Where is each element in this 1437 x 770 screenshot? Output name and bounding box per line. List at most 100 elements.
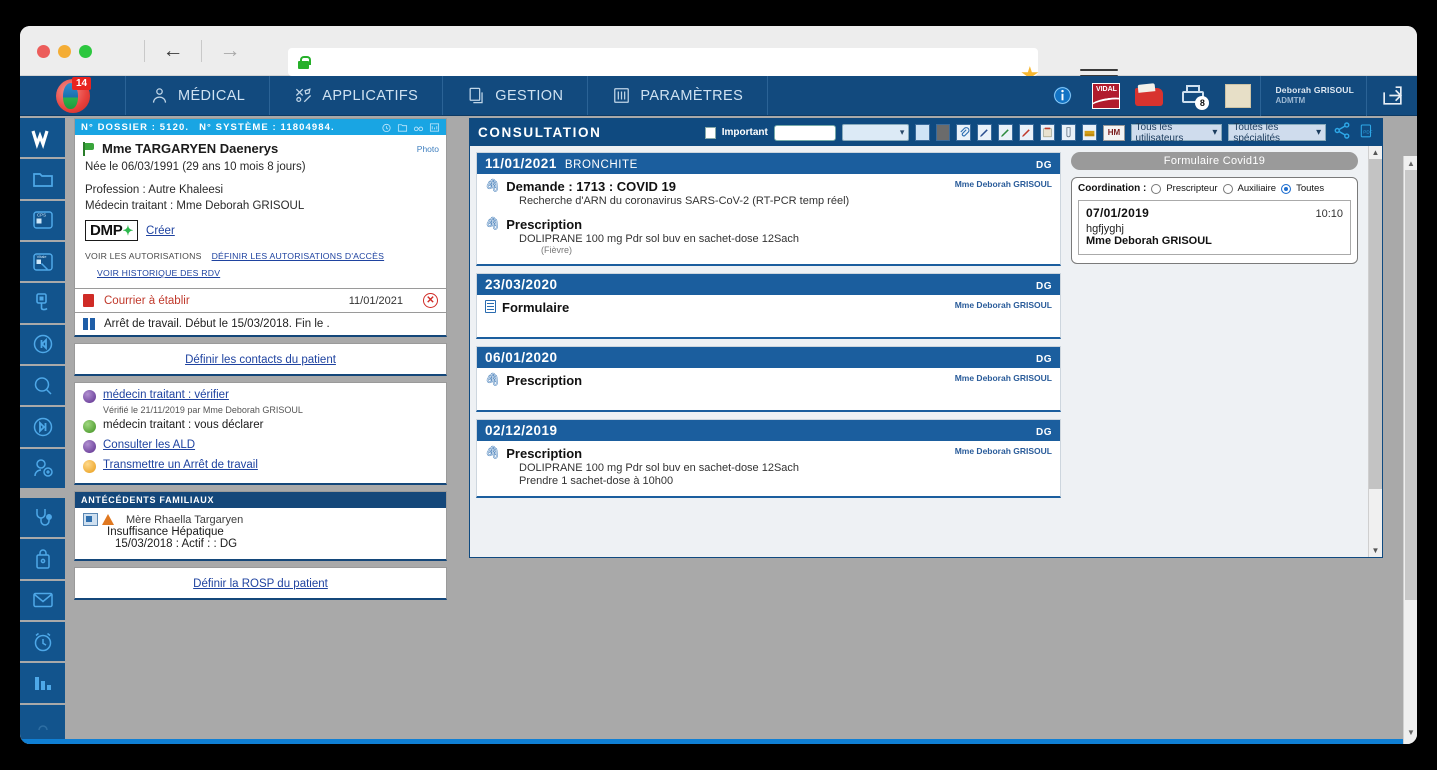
beige-document-icon[interactable]: [1216, 76, 1260, 116]
hm-button[interactable]: HM: [1103, 124, 1125, 141]
sidebar-item-search[interactable]: [20, 365, 65, 406]
rdv-history-row: VOIR HISTORIQUE DES RDV: [75, 262, 446, 288]
define-rosp-link[interactable]: Définir la ROSP du patient: [193, 578, 328, 590]
forward-arrow-icon[interactable]: →: [219, 39, 241, 62]
form-note[interactable]: 07/01/2019 10:10 hgfjyghj Mme Deborah GR…: [1078, 200, 1351, 255]
app-topbar: 14 MÉDICAL APPLICATIFS: [20, 75, 1417, 116]
nav-medical[interactable]: MÉDICAL: [125, 76, 269, 115]
scrollbar-thumb[interactable]: [1405, 170, 1417, 600]
rdv-history-link[interactable]: VOIR HISTORIQUE DES RDV: [97, 268, 221, 278]
sidebar-item-alarm[interactable]: [20, 621, 65, 662]
action-label[interactable]: Consulter les ALD: [103, 439, 196, 451]
nav-gestion[interactable]: GESTION: [442, 76, 587, 115]
app-logo[interactable]: 14: [20, 76, 125, 115]
dmp-create-link[interactable]: Créer: [146, 224, 175, 237]
form-panel: Formulaire Covid19 Coordination : Prescr…: [1067, 146, 1362, 557]
sidebar-item-add-patient[interactable]: [20, 448, 65, 488]
url-bar[interactable]: [288, 48, 1038, 76]
swatch-dark[interactable]: [935, 124, 951, 141]
list-item[interactable]: médecin traitant : vous déclarer: [83, 419, 438, 433]
radio-toutes[interactable]: [1281, 183, 1292, 194]
minimize-window-button[interactable]: [58, 45, 71, 58]
sidebar-item-folder[interactable]: [20, 159, 65, 199]
scroll-up-arrow[interactable]: ▲: [1407, 158, 1415, 168]
action-label[interactable]: médecin traitant : vérifier: [103, 389, 229, 401]
partial-icon: [37, 725, 48, 731]
sidebar-item-usb-device[interactable]: [20, 283, 65, 323]
list-item[interactable]: Consulter les ALD: [83, 439, 438, 453]
entry-item-line: DOLIPRANE 100 mg Pdr sol buv en sachet-d…: [519, 233, 800, 245]
sidebar-item-rewind[interactable]: [20, 324, 65, 364]
red-folder-icon[interactable]: [1128, 76, 1172, 116]
sidebar-item-statistics[interactable]: [20, 663, 65, 703]
action-label[interactable]: Transmettre un Arrêt de travail: [103, 459, 258, 471]
back-arrow-icon[interactable]: ←: [162, 39, 184, 62]
maximize-window-button[interactable]: [79, 45, 92, 58]
define-contacts-link[interactable]: Définir les contacts du patient: [185, 354, 336, 366]
scroll-down-arrow[interactable]: ▼: [1407, 727, 1415, 737]
logout-icon[interactable]: [1367, 76, 1417, 116]
note-time: 10:10: [1315, 208, 1343, 220]
list-item[interactable]: Transmettre un Arrêt de travail: [83, 459, 438, 473]
specialty-filter-select[interactable]: Toutes les spécialités ▾: [1228, 122, 1327, 144]
window-controls[interactable]: [37, 45, 92, 58]
important-checkbox[interactable]: [705, 126, 716, 139]
close-circle-icon[interactable]: ✕: [423, 293, 438, 308]
share-nodes-icon[interactable]: [1332, 121, 1352, 145]
radio-auxiliaire[interactable]: [1222, 183, 1233, 194]
define-authorizations-link[interactable]: DÉFINIR LES AUTORISATIONS D'ACCÈS: [211, 251, 385, 261]
sidebar-item-messages[interactable]: [20, 580, 65, 620]
sidebar-item-weda-logo[interactable]: [20, 118, 65, 158]
info-glyph: [1053, 86, 1072, 105]
pen-blue-icon[interactable]: [977, 124, 993, 141]
consultation-entry[interactable]: 02/12/2019 DG 🖇 Prescription Mme Deborah…: [476, 419, 1061, 498]
pen-red-icon[interactable]: [1019, 124, 1035, 141]
nav-parametres[interactable]: PARAMÈTRES: [587, 76, 769, 115]
scrollbar-thumb[interactable]: [1369, 159, 1382, 489]
note-icon[interactable]: [1040, 124, 1056, 141]
sidebar-item-more[interactable]: [20, 704, 65, 744]
search-input[interactable]: [773, 124, 836, 141]
sidebar-item-secure-bag[interactable]: [20, 539, 65, 579]
action-label[interactable]: médecin traitant : vous déclarer: [103, 419, 264, 431]
sidebar-item-vitale-card[interactable]: Vitale: [20, 241, 65, 282]
consultation-scrollbar[interactable]: ▲ ▼: [1368, 146, 1382, 557]
nav-applicatifs[interactable]: APPLICATIFS: [269, 76, 442, 115]
scroll-down-arrow[interactable]: ▼: [1371, 546, 1380, 555]
list-item[interactable]: médecin traitant : vérifier: [83, 389, 438, 403]
money-icon[interactable]: [1082, 124, 1098, 141]
consultation-entry[interactable]: 23/03/2020 DG Formulaire Mme Deborah GRI…: [476, 273, 1061, 339]
sidebar-item-cps-card[interactable]: CPS: [20, 200, 65, 240]
view-authorizations-label[interactable]: VOIR LES AUTORISATIONS: [85, 251, 202, 261]
filter-select[interactable]: ▾: [841, 124, 910, 141]
chart-icon[interactable]: [429, 122, 440, 133]
pen-green-icon[interactable]: [998, 124, 1014, 141]
patient-birth: Née le 06/03/1991 (29 ans 10 mois 8 jour…: [85, 161, 306, 173]
antecedents-block: ANTÉCÉDENTS FAMILIAUX Mère Rhaella Targa…: [74, 491, 447, 561]
close-window-button[interactable]: [37, 45, 50, 58]
folder-icon[interactable]: [397, 122, 408, 133]
printer-icon[interactable]: 8: [1172, 76, 1216, 116]
radio-prescripteur[interactable]: [1151, 183, 1162, 194]
clock-icon[interactable]: [381, 122, 392, 133]
info-icon[interactable]: [1040, 76, 1084, 116]
swatch-light[interactable]: [915, 124, 930, 141]
sidebar-item-stethoscope[interactable]: [20, 497, 65, 538]
binoculars-icon[interactable]: [413, 122, 424, 133]
clip-icon[interactable]: [956, 124, 972, 141]
photo-link[interactable]: Photo: [416, 143, 439, 154]
users-filter-select[interactable]: Tous les utilisateurs ▾: [1130, 122, 1223, 144]
consultation-entry[interactable]: 06/01/2020 DG 🖇 Prescription Mme Deborah…: [476, 346, 1061, 412]
scroll-up-arrow[interactable]: ▲: [1371, 148, 1380, 157]
pdf-export-icon[interactable]: PDF: [1358, 123, 1374, 142]
courrier-label[interactable]: Courrier à établir: [104, 294, 190, 307]
entry-item-author: Mme Deborah GRISOUL: [954, 179, 1052, 189]
vidal-icon[interactable]: VIDAL: [1084, 76, 1128, 116]
tube-icon[interactable]: [1061, 124, 1077, 141]
sidebar-item-forward[interactable]: [20, 407, 65, 447]
form-tab[interactable]: Formulaire Covid19: [1071, 152, 1358, 170]
dmp-label: DMP: [90, 222, 123, 239]
user-info[interactable]: Deborah GRISOUL ADMTM: [1260, 75, 1367, 116]
consultation-entry[interactable]: 11/01/2021 BRONCHITE DG 🖇 Demande : 1713…: [476, 152, 1061, 266]
page-scrollbar[interactable]: ▲ ▼: [1403, 156, 1417, 744]
